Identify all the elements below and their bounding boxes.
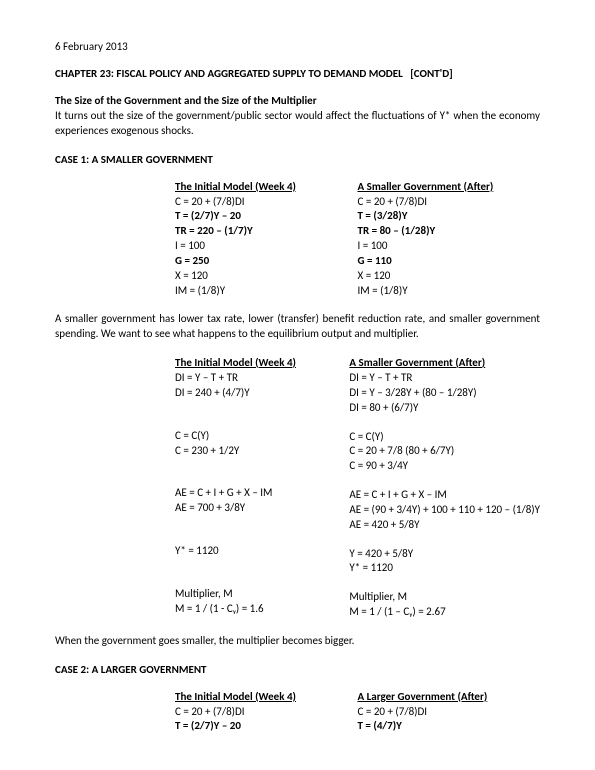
section-para: It turns out the size of the government/… xyxy=(55,109,540,139)
eq-line: DI = 240 + (4/7)Y xyxy=(175,386,349,401)
col-header-smaller: A Smaller Government (After) xyxy=(358,180,541,195)
eq-line: AE = (90 + 3/4Y) + 100 + 110 + 120 – (1/… xyxy=(349,503,540,518)
eq-line: T = (2/7)Y – 20 xyxy=(175,719,358,734)
eq-line: Y* = 1120 xyxy=(175,544,349,559)
eq-line: Multiplier, M xyxy=(175,587,349,602)
case1-left-col: The Initial Model (Week 4) C = 20 + (7/8… xyxy=(175,180,358,299)
eq-line: DI = Y – T + TR xyxy=(175,371,349,386)
eq-line: AE = 420 + 5/8Y xyxy=(349,518,540,533)
eq-line: T = (4/7)Y xyxy=(358,719,541,734)
eq-line: IM = (1/8)Y xyxy=(358,284,541,299)
case1-title: CASE 1: A SMALLER GOVERNMENT xyxy=(55,153,540,166)
page: 6 February 2013 CHAPTER 23: FISCAL POLIC… xyxy=(0,0,595,768)
case1-deriv-block: The Initial Model (Week 4) DI = Y – T + … xyxy=(55,356,540,620)
col-header-initial: The Initial Model (Week 4) xyxy=(175,180,358,195)
eq-line: C = 20 + 7/8 (80 + 6/7Y) xyxy=(349,444,540,459)
chapter-title: CHAPTER 23: FISCAL POLICY AND AGGREGATED… xyxy=(55,67,540,80)
eq-line: M = 1 / (1 – Cᵧ) = 2.67 xyxy=(349,605,540,620)
eq-line: X = 120 xyxy=(358,269,541,284)
eq-line: C = 20 + (7/8)DI xyxy=(358,705,541,720)
eq-line: Y = 420 + 5/8Y xyxy=(349,547,540,562)
col-header-initial: The Initial Model (Week 4) xyxy=(175,356,349,371)
case1-right-col: A Smaller Government (After) C = 20 + (7… xyxy=(358,180,541,299)
eq-line: C = 20 + (7/8)DI xyxy=(175,195,358,210)
eq-line: G = 250 xyxy=(175,254,358,269)
eq-line: C = 20 + (7/8)DI xyxy=(358,195,541,210)
eq-line: C = 20 + (7/8)DI xyxy=(175,705,358,720)
case1-deriv-right: A Smaller Government (After) DI = Y – T … xyxy=(349,356,540,620)
eq-line: C = 230 + 1/2Y xyxy=(175,444,349,459)
case2-model-block: The Initial Model (Week 4) C = 20 + (7/8… xyxy=(55,690,540,735)
eq-line: X = 120 xyxy=(175,269,358,284)
eq-line: Y* = 1120 xyxy=(349,561,540,576)
eq-line: C = C(Y) xyxy=(349,430,540,445)
eq-line: AE = C + I + G + X – IM xyxy=(349,488,540,503)
eq-line: G = 110 xyxy=(358,254,541,269)
eq-line: I = 100 xyxy=(358,239,541,254)
eq-line: C = C(Y) xyxy=(175,429,349,444)
eq-line: AE = C + I + G + X – IM xyxy=(175,486,349,501)
case1-para: A smaller government has lower tax rate,… xyxy=(55,312,540,342)
eq-line: DI = Y – T + TR xyxy=(349,371,540,386)
eq-line: T = (3/28)Y xyxy=(358,209,541,224)
section-title: The Size of the Government and the Size … xyxy=(55,94,540,107)
col-header-initial: The Initial Model (Week 4) xyxy=(175,690,358,705)
eq-line: T = (2/7)Y – 20 xyxy=(175,209,358,224)
case2-left-col: The Initial Model (Week 4) C = 20 + (7/8… xyxy=(175,690,358,735)
eq-line: M = 1 / (1 - Cᵧ) = 1.6 xyxy=(175,602,349,617)
col-header-larger: A Larger Government (After) xyxy=(358,690,541,705)
case1-conclusion: When the government goes smaller, the mu… xyxy=(55,634,540,649)
eq-line: DI = 80 + (6/7)Y xyxy=(349,401,540,416)
case2-right-col: A Larger Government (After) C = 20 + (7/… xyxy=(358,690,541,735)
date: 6 February 2013 xyxy=(55,40,540,53)
eq-line: C = 90 + 3/4Y xyxy=(349,459,540,474)
eq-line: TR = 220 – (1/7)Y xyxy=(175,224,358,239)
eq-line: AE = 700 + 3/8Y xyxy=(175,501,349,516)
case1-model-block: The Initial Model (Week 4) C = 20 + (7/8… xyxy=(55,180,540,299)
eq-line: Multiplier, M xyxy=(349,590,540,605)
case2-title: CASE 2: A LARGER GOVERNMENT xyxy=(55,663,540,676)
col-header-smaller: A Smaller Government (After) xyxy=(349,356,540,371)
eq-line: TR = 80 – (1/28)Y xyxy=(358,224,541,239)
case1-deriv-left: The Initial Model (Week 4) DI = Y – T + … xyxy=(175,356,349,620)
eq-line: I = 100 xyxy=(175,239,358,254)
eq-line: IM = (1/8)Y xyxy=(175,284,358,299)
eq-line: DI = Y – 3/28Y + (80 – 1/28Y) xyxy=(349,386,540,401)
